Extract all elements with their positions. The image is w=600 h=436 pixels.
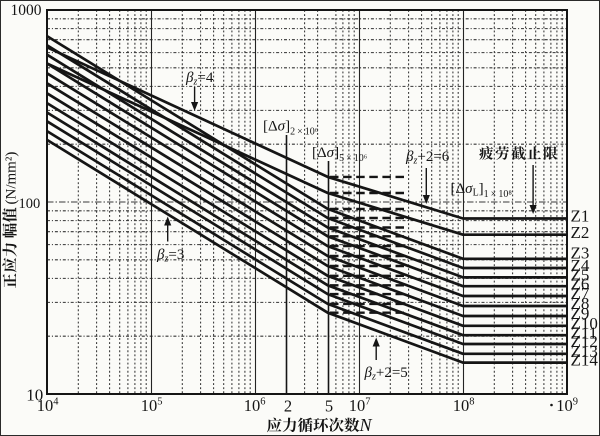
svg-text:7: 7 bbox=[365, 397, 370, 408]
svg-text:1000: 1000 bbox=[11, 2, 42, 19]
svg-text:Z5: Z5 bbox=[571, 266, 590, 285]
svg-text:Z11: Z11 bbox=[571, 323, 598, 342]
svg-text:10: 10 bbox=[453, 396, 470, 415]
svg-text:10: 10 bbox=[244, 396, 261, 415]
svg-text:6: 6 bbox=[260, 397, 265, 408]
svg-text:Z14: Z14 bbox=[571, 351, 599, 370]
svg-text:4: 4 bbox=[53, 397, 59, 408]
svg-text:10: 10 bbox=[37, 396, 54, 415]
svg-text:[ΔσL]1 × 10⁸: [ΔσL]1 × 10⁸ bbox=[451, 181, 513, 200]
svg-text:10: 10 bbox=[141, 396, 158, 415]
svg-text:Z7: Z7 bbox=[571, 284, 590, 303]
svg-text:Z10: Z10 bbox=[571, 314, 598, 333]
svg-text:Z1: Z1 bbox=[571, 207, 590, 226]
svg-text:(N/mm²): (N/mm²) bbox=[3, 152, 19, 205]
svg-text:2: 2 bbox=[284, 397, 292, 416]
svg-text:Z6: Z6 bbox=[571, 274, 590, 293]
svg-text:Z13: Z13 bbox=[571, 342, 598, 361]
svg-text:5: 5 bbox=[325, 397, 333, 416]
svg-text:N: N bbox=[359, 415, 373, 435]
svg-text:10: 10 bbox=[349, 396, 366, 415]
svg-text:[Δσ]2 × 10⁶: [Δσ]2 × 10⁶ bbox=[263, 119, 319, 138]
svg-text:9: 9 bbox=[573, 397, 578, 408]
svg-text:10: 10 bbox=[26, 386, 43, 405]
svg-text:Z2: Z2 bbox=[571, 223, 590, 242]
svg-text:βz=3: βz=3 bbox=[156, 247, 184, 265]
svg-text:5: 5 bbox=[157, 397, 162, 408]
svg-text:[Δσ]5 × 10⁶: [Δσ]5 × 10⁶ bbox=[312, 145, 368, 164]
svg-text:8: 8 bbox=[469, 397, 474, 408]
svg-text:βz=4: βz=4 bbox=[185, 70, 214, 88]
svg-text:βz+2=5: βz+2=5 bbox=[364, 365, 408, 383]
svg-text:Z9: Z9 bbox=[571, 304, 590, 323]
svg-text:10: 10 bbox=[556, 396, 573, 415]
svg-text:Z8: Z8 bbox=[571, 294, 590, 313]
svg-text:βz+2=6: βz+2=6 bbox=[405, 149, 450, 167]
svg-text:Z12: Z12 bbox=[571, 332, 598, 351]
svg-text:Z4: Z4 bbox=[571, 256, 590, 275]
svg-text:100: 100 bbox=[19, 196, 41, 212]
svg-text:Z3: Z3 bbox=[571, 243, 590, 262]
